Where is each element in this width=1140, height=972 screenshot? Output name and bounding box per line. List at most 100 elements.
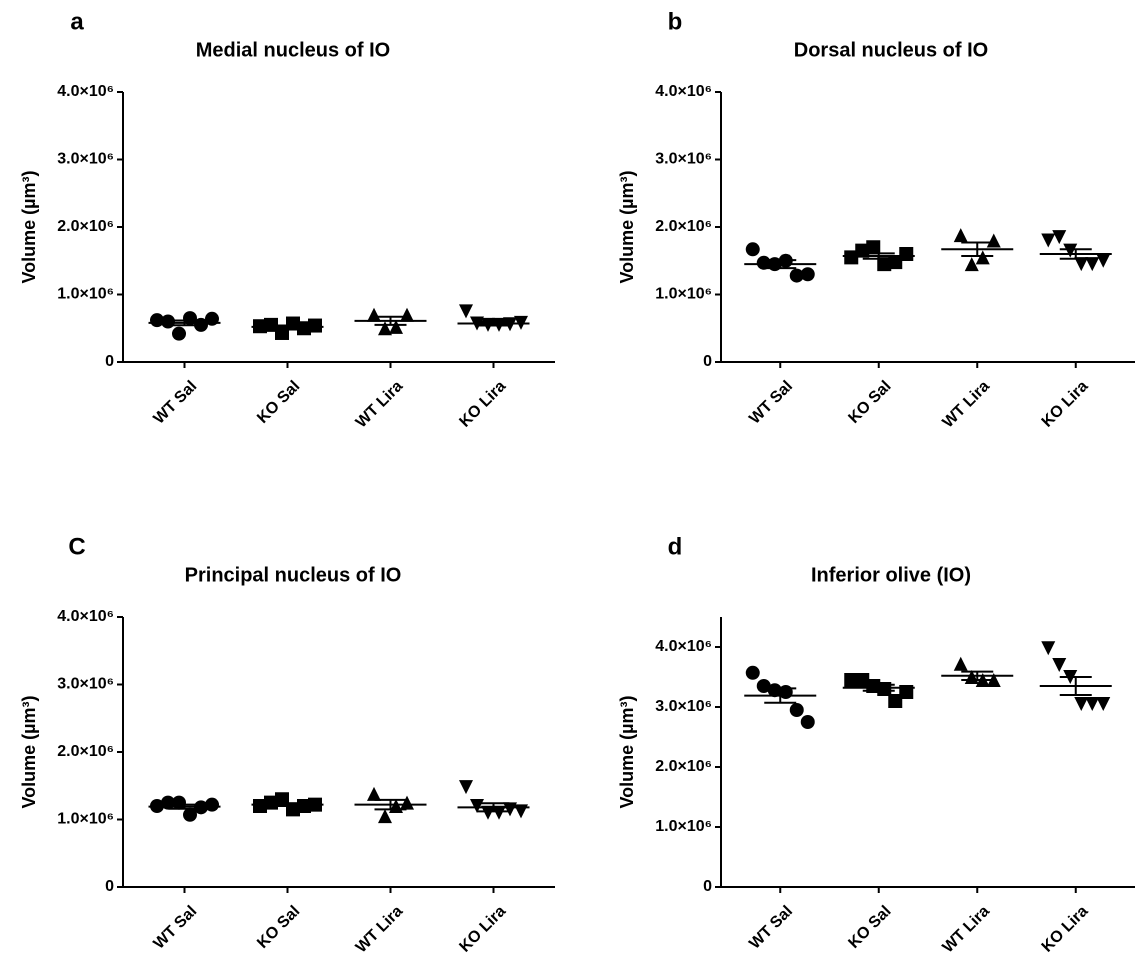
data-point [378, 321, 392, 336]
data-point [161, 314, 175, 329]
y-tick-label: 3.0×10⁶ [57, 676, 114, 693]
x-tick-label: WT Sal [746, 378, 796, 428]
panel: d Inferior olive (IO) Volume (µm³) 0 1.0×10⁶… [617, 533, 1135, 956]
x-tick-label: WT Lira [353, 903, 407, 957]
data-point [367, 786, 381, 801]
data-point [1096, 253, 1111, 268]
data-point [459, 304, 473, 319]
y-tick-label: 2.0×10⁶ [57, 218, 114, 235]
data-point [481, 805, 495, 820]
y-tick-label: 3.0×10⁶ [57, 151, 114, 168]
data-point [953, 656, 968, 671]
x-tick-label: WT Lira [940, 903, 994, 957]
data-point [400, 795, 414, 810]
y-tick-label: 2.0×10⁶ [655, 218, 712, 235]
panel: b Dorsal nucleus of IO Volume (µm³) 0 1.0×10… [617, 8, 1135, 431]
y-tick-label: 4.0×10⁶ [655, 638, 712, 655]
data-point [205, 797, 219, 812]
error-bar [764, 687, 797, 704]
data-point [800, 267, 815, 282]
panel-label: C [68, 533, 85, 560]
data-point [844, 673, 859, 687]
x-tick-label: KO Sal [254, 903, 303, 952]
data-point [183, 807, 197, 822]
y-tick-label: 1.0×10⁶ [655, 818, 712, 835]
data-point [789, 703, 804, 717]
y-tick-label: 3.0×10⁶ [655, 151, 712, 168]
panel-label: d [668, 533, 683, 560]
x-tick-label: WT Sal [746, 903, 796, 953]
error-bar [477, 320, 510, 327]
panel: C Principal nucleus of IO Volume (µm³) 0 1.0… [19, 533, 555, 956]
y-tick-label: 4.0×10⁶ [57, 83, 114, 100]
data-point [367, 307, 381, 322]
data-point [866, 240, 881, 255]
chart-title: Inferior olive (IO) [811, 564, 971, 586]
error-bar [477, 802, 510, 813]
error-bar [1059, 676, 1092, 696]
y-tick-label: 2.0×10⁶ [57, 743, 114, 760]
data-point [745, 242, 760, 257]
error-bar [374, 798, 407, 811]
data-point [986, 233, 1001, 248]
data-point [866, 679, 881, 693]
data-point [492, 805, 506, 820]
data-point [855, 673, 870, 687]
data-point [1052, 658, 1067, 672]
chart-title: Principal nucleus of IO [185, 564, 402, 586]
data-point [172, 326, 186, 341]
y-tick-label: 3.0×10⁶ [655, 698, 712, 715]
data-point [877, 257, 892, 272]
error-bar [862, 683, 895, 692]
data-point [1074, 257, 1089, 272]
data-point [888, 694, 903, 708]
axis-line [122, 617, 555, 888]
y-tick-label: 2.0×10⁶ [655, 758, 712, 775]
data-point [308, 318, 322, 333]
y-tick-label: 0 [703, 353, 712, 370]
x-tick-label: KO Sal [845, 903, 894, 952]
y-tick-label: 0 [105, 353, 114, 370]
data-point [1074, 697, 1089, 711]
data-point [1096, 697, 1111, 711]
y-axis-label: Volume (µm³) [19, 695, 39, 808]
error-bar [862, 252, 895, 260]
data-point [275, 325, 289, 340]
error-bar [271, 324, 304, 330]
data-point [844, 250, 859, 265]
y-tick-label: 1.0×10⁶ [57, 811, 114, 828]
panel: a Medial nucleus of IO Volume (µm³) 0 1.0×10… [19, 8, 555, 431]
data-point [503, 802, 517, 817]
error-bar [1059, 248, 1092, 260]
x-tick-label: WT Sal [151, 378, 201, 428]
data-point [378, 809, 392, 824]
x-tick-label: WT Lira [940, 378, 994, 432]
error-bar [374, 315, 407, 326]
x-tick-label: KO Sal [254, 378, 303, 427]
axis-line [720, 617, 1135, 888]
y-axis-label: Volume (µm³) [19, 170, 39, 283]
y-tick-label: 4.0×10⁶ [655, 83, 712, 100]
y-axis-label: Volume (µm³) [617, 695, 637, 808]
axis-line [720, 92, 1135, 363]
x-tick-label: WT Lira [353, 378, 407, 432]
data-point [756, 679, 771, 693]
y-tick-label: 0 [105, 878, 114, 895]
chart-title: Dorsal nucleus of IO [794, 39, 988, 61]
chart-title: Medial nucleus of IO [196, 39, 390, 61]
data-point [1052, 230, 1067, 245]
data-point [1085, 697, 1100, 711]
data-point [975, 250, 990, 265]
data-point [800, 715, 815, 729]
y-tick-label: 0 [703, 878, 712, 895]
error-bar [961, 241, 994, 258]
x-tick-label: WT Sal [151, 903, 201, 953]
x-tick-label: KO Lira [456, 378, 509, 431]
error-bar [961, 670, 994, 681]
data-point [745, 665, 760, 680]
error-bar [271, 802, 304, 807]
data-point [899, 247, 914, 261]
error-bar [764, 259, 797, 270]
data-point [953, 228, 968, 243]
